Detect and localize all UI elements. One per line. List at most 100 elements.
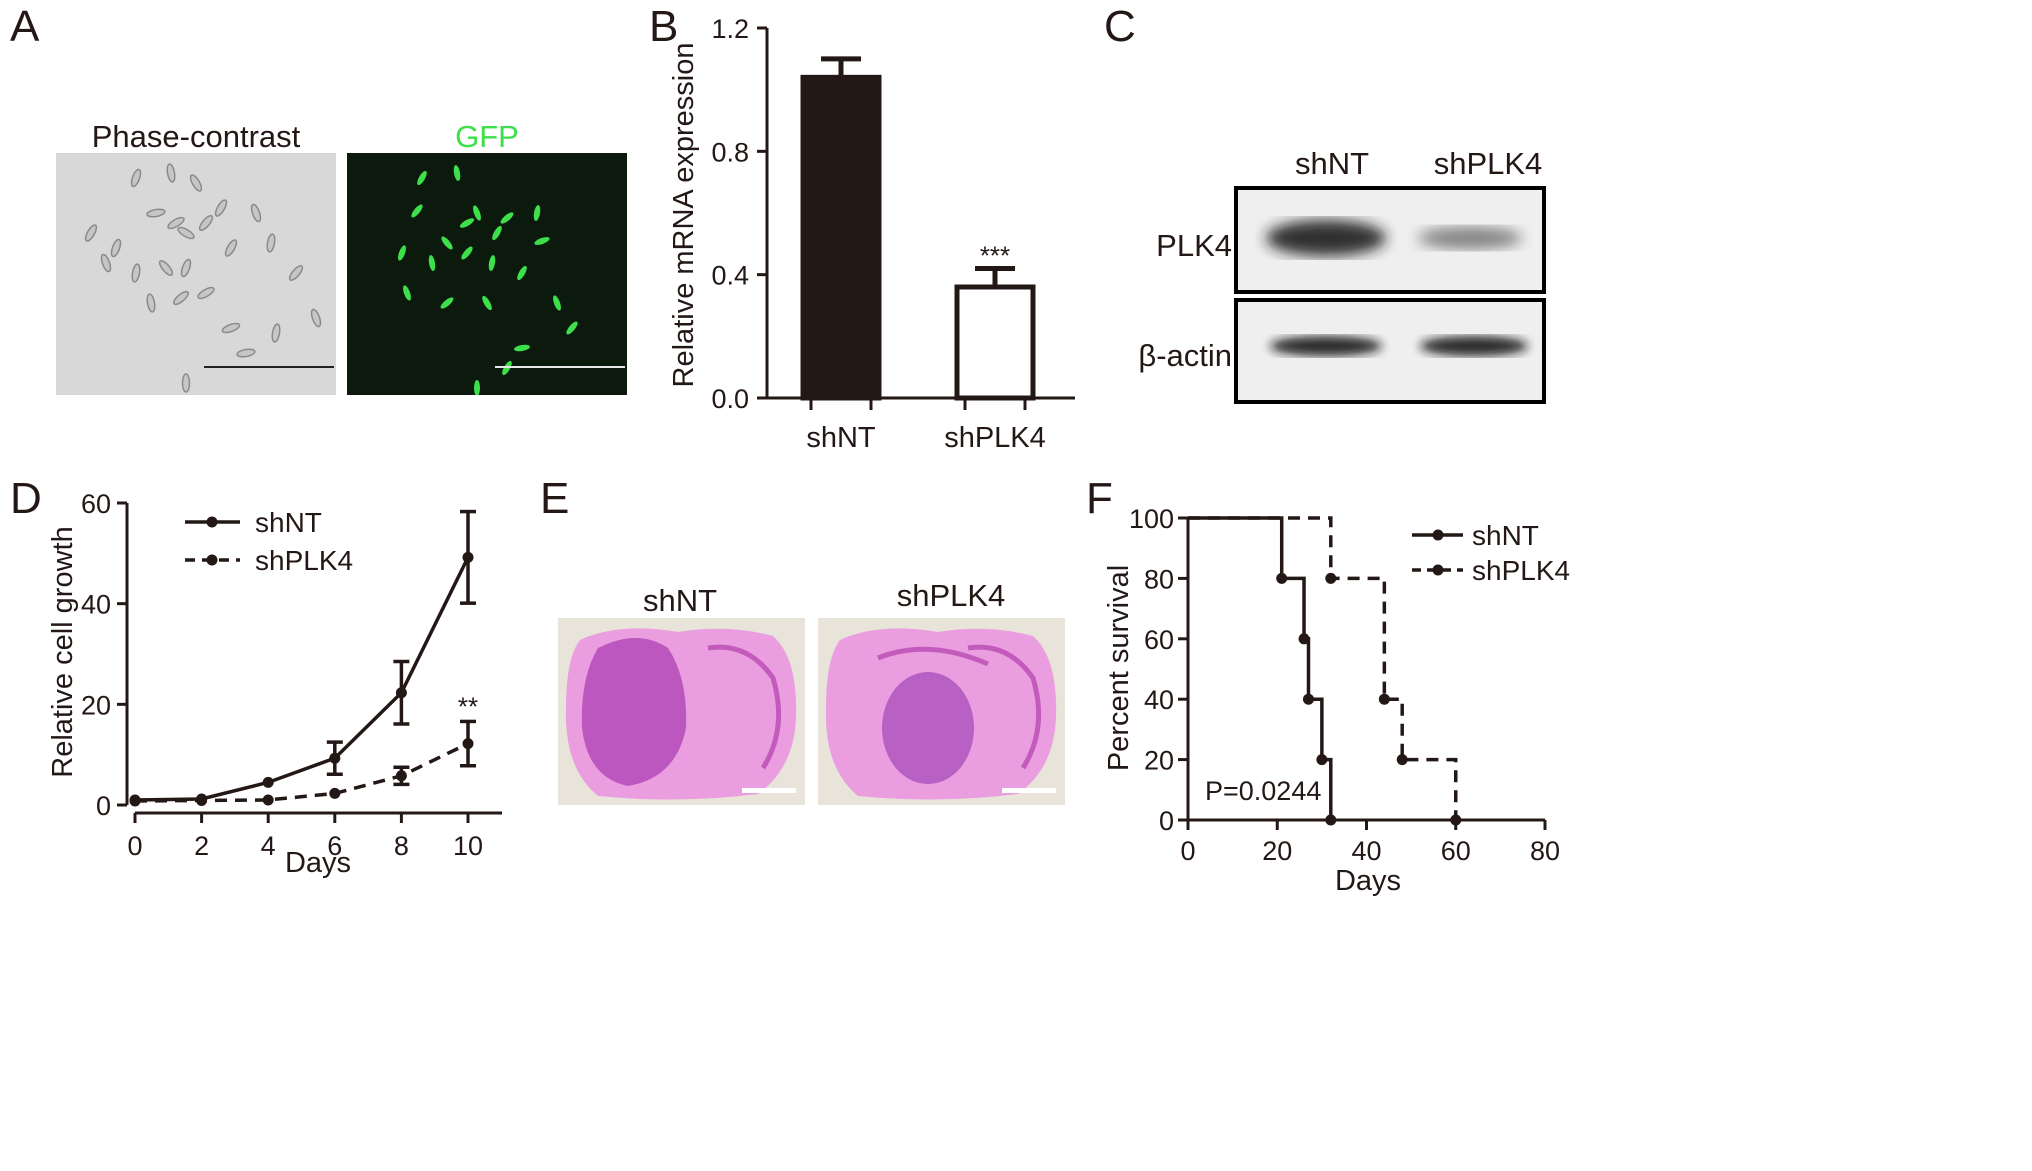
x-tick-label: 80 [1530, 836, 1560, 866]
histology-shplk4 [818, 618, 1065, 805]
data-point-shplk4 [395, 770, 407, 782]
band-plk4-shplk4 [1418, 227, 1522, 249]
band-plk4-shnt [1266, 220, 1386, 256]
data-point-shnt [329, 752, 341, 764]
gfp-cell [533, 205, 541, 221]
legend-label: shNT [255, 507, 322, 538]
phase-contrast-title: Phase-contrast [91, 119, 301, 154]
gfp-cell [482, 295, 492, 311]
event-point-shplk4 [1396, 754, 1408, 766]
y-tick-label: 60 [81, 489, 111, 519]
phase-cell [288, 264, 304, 282]
panel-letter-f: F [1086, 474, 1113, 523]
legend-marker [206, 516, 218, 528]
x-tick-label: shPLK4 [944, 422, 1046, 454]
x-tick-label: 0 [127, 831, 142, 861]
series-line-shnt [134, 556, 470, 802]
x-axis-label: Days [285, 847, 351, 879]
gfp-cell [553, 295, 561, 311]
phase-cell [166, 163, 176, 183]
histology-label-shplk4: shPLK4 [896, 578, 1006, 613]
data-point-shplk4 [129, 795, 141, 807]
survival-curve-shnt [1188, 516, 1333, 820]
x-tick-label: 10 [453, 831, 483, 861]
phase-cell [172, 290, 190, 306]
phase-cell [146, 293, 156, 313]
gfp-cell [411, 204, 423, 218]
band-actin-shnt [1270, 336, 1382, 356]
y-axis-label: Percent survival [1103, 565, 1135, 771]
panel-letter-c: C [1104, 2, 1136, 51]
panel-letter-e: E [540, 474, 570, 523]
legend-label: shPLK4 [1472, 555, 1570, 586]
y-tick-label: 0.0 [711, 384, 749, 414]
significance-marker: *** [980, 241, 1010, 271]
bar-shnt [800, 74, 882, 401]
phase-cell [167, 216, 185, 230]
gfp-cell [459, 218, 475, 228]
y-tick-label: 20 [81, 690, 111, 720]
gfp-title: GFP [455, 119, 519, 154]
panel-letter-a: A [10, 2, 40, 51]
phase-cell [100, 253, 112, 273]
gfp-cell [514, 344, 530, 352]
y-tick-label: 0 [96, 791, 111, 821]
legend-marker [1432, 529, 1444, 541]
y-tick-label: 0 [1159, 806, 1174, 836]
legend-marker [206, 554, 218, 566]
phase-cell [224, 239, 238, 257]
phase-cell [110, 238, 122, 258]
blot-row-actin: β-actin [1138, 338, 1232, 373]
survival-curve-shplk4 [1188, 516, 1458, 820]
event-point-shplk4 [1378, 693, 1390, 705]
data-point-shnt [462, 551, 474, 563]
legend-label: shPLK4 [255, 545, 353, 576]
phase-cell [130, 168, 142, 188]
x-tick-label: 8 [394, 831, 409, 861]
bar-shplk4 [954, 284, 1036, 401]
p-value-annotation: P=0.0244 [1205, 776, 1321, 806]
legend-label: shNT [1472, 520, 1539, 551]
histology-shnt [558, 618, 805, 805]
gfp-cell [534, 237, 550, 245]
gfp-cell [440, 297, 454, 309]
y-tick-label: 0.4 [711, 261, 749, 291]
x-tick-label: 4 [261, 831, 276, 861]
gfp-cell [492, 225, 502, 241]
data-point-shplk4 [262, 794, 274, 806]
panel-letter-d: D [10, 474, 42, 523]
legend-marker [1432, 564, 1444, 576]
y-tick-label: 80 [1144, 564, 1174, 594]
histology-label-shnt: shNT [642, 583, 718, 618]
y-tick-label: 40 [1144, 685, 1174, 715]
western-blot [1234, 186, 1546, 404]
gfp-cell [473, 205, 481, 221]
y-tick-label: 100 [1129, 504, 1174, 534]
event-point-shnt [1316, 754, 1328, 766]
y-tick-label: 20 [1144, 746, 1174, 776]
phase-cell [310, 308, 322, 328]
x-tick-label: 20 [1262, 836, 1292, 866]
event-point-shplk4 [1325, 572, 1337, 584]
gfp-image [347, 153, 627, 395]
y-tick-label: 1.2 [711, 14, 749, 44]
x-tick-label: 60 [1441, 836, 1471, 866]
x-tick-label: 40 [1351, 836, 1381, 866]
gfp-cell [461, 246, 473, 260]
significance-marker: ** [458, 691, 478, 721]
event-point-shnt [1325, 814, 1337, 826]
gfp-cell [417, 170, 427, 186]
phase-cell [197, 286, 215, 300]
data-point-shplk4 [462, 738, 474, 750]
x-tick-label: 2 [194, 831, 209, 861]
y-axis-label: Relative cell growth [47, 526, 79, 777]
panel-letter-b: B [649, 2, 679, 51]
series-line-shplk4 [134, 742, 469, 803]
chart-d: 0 20 40 60 0 2 4 6 8 10 Days Relative cell growth **… [47, 489, 502, 879]
band-actin-shplk4 [1420, 336, 1528, 356]
event-point-shnt [1302, 693, 1314, 705]
gfp-cell [566, 321, 578, 335]
y-tick-label: 60 [1144, 625, 1174, 655]
y-axis-label: Relative mRNA expression [668, 43, 700, 388]
gfp-cell [398, 245, 406, 261]
